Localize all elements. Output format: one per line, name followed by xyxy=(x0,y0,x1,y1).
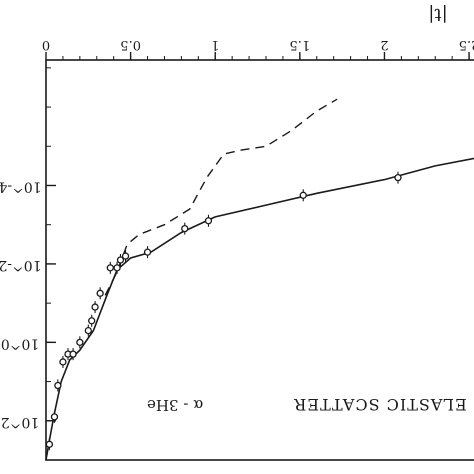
data-point xyxy=(59,358,67,366)
y-tick-label: 10^-4 xyxy=(0,178,42,194)
y-tick-label: 10^0 xyxy=(1,335,39,351)
data-point xyxy=(45,440,54,448)
x-tick-label: 1.5 xyxy=(290,37,311,52)
data-point xyxy=(204,217,213,225)
data-point-layer xyxy=(45,171,402,451)
data-point xyxy=(96,289,104,297)
reaction-annotation: α - 3He xyxy=(147,396,203,414)
data-point xyxy=(54,381,62,390)
x-tick-label: 1 xyxy=(211,37,219,52)
data-point xyxy=(121,252,130,260)
y-tick-label: 10^2 xyxy=(1,414,39,430)
tick-layer xyxy=(45,52,470,461)
x-axis-label: |t| xyxy=(428,4,447,25)
data-point xyxy=(76,338,84,347)
data-point xyxy=(50,413,59,421)
x-tick-label: 2.5 xyxy=(459,37,474,52)
label-layer: |t| α - 3He ELASTIC SCATTER 0 0.5 1 1.5 2 2.5… xyxy=(0,4,474,430)
elastic-scattering-annotation: ELASTIC SCATTER xyxy=(293,395,466,414)
data-point xyxy=(394,173,402,182)
data-point xyxy=(69,350,77,358)
data-point xyxy=(143,248,152,256)
x-tick-label: 0.5 xyxy=(120,37,141,52)
x-tick-label: 0 xyxy=(42,37,50,52)
data-point xyxy=(299,191,307,199)
y-tick-label: 10^-2 xyxy=(0,257,42,273)
data-point xyxy=(106,264,114,272)
x-tick-label: 2 xyxy=(380,37,388,52)
data-point xyxy=(116,256,125,264)
data-point xyxy=(88,317,96,325)
data-point xyxy=(113,264,121,272)
data-point xyxy=(91,303,99,311)
data-point xyxy=(84,326,92,335)
data-point xyxy=(181,224,189,233)
